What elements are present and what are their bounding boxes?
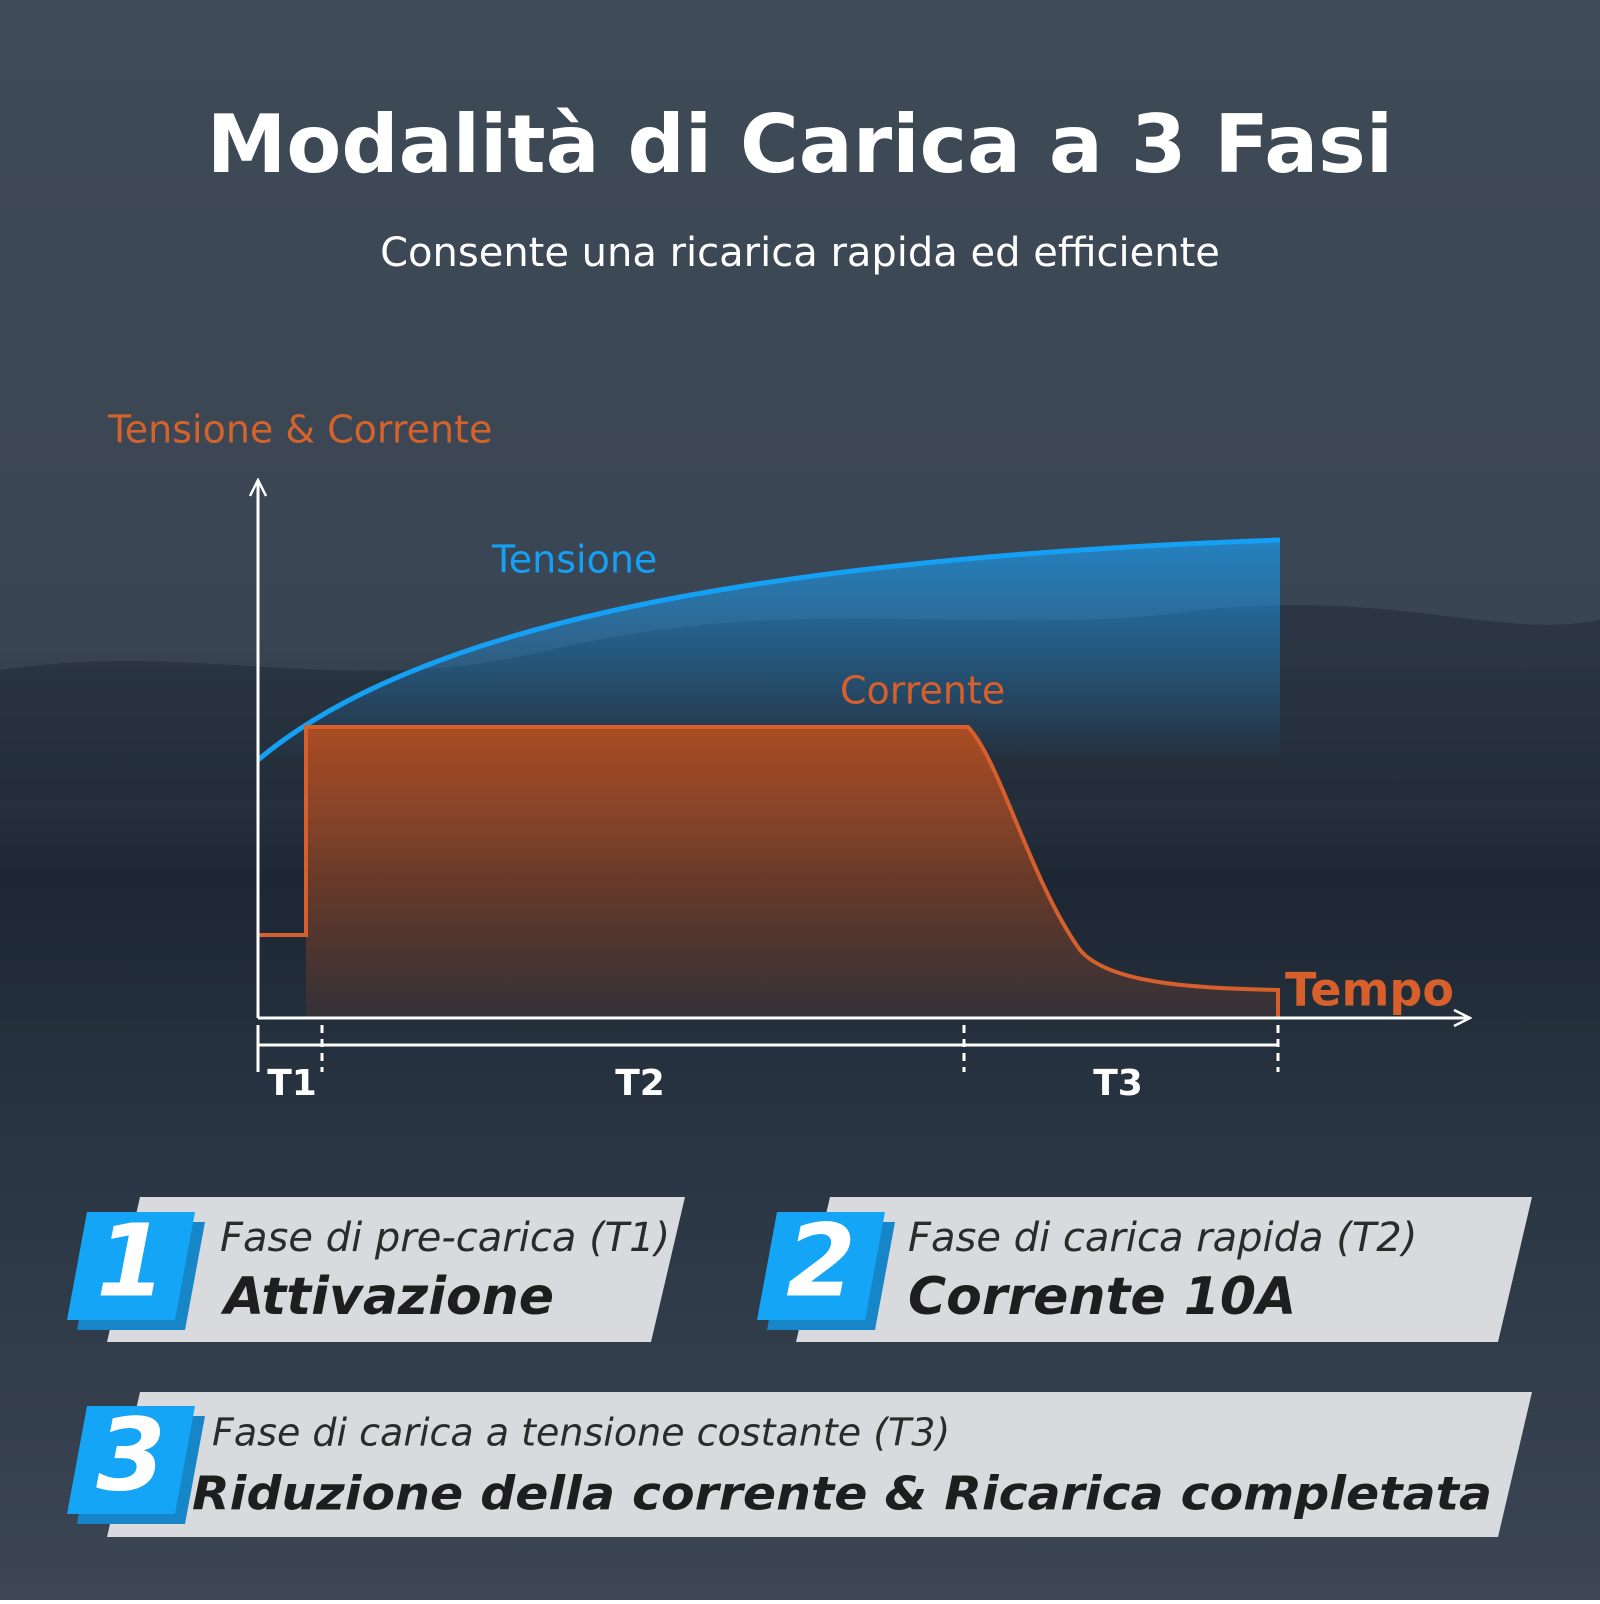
phase-label: T1 — [267, 1063, 317, 1104]
card-headline: Riduzione della corrente & Ricarica comp… — [192, 1467, 1492, 1521]
current-curve — [258, 725, 1280, 1018]
subtitle: Consente una ricarica rapida ed efficien… — [380, 230, 1220, 276]
card-number: 2 — [786, 1202, 856, 1319]
voltage-label: Tensione — [491, 538, 657, 582]
phase-scale — [256, 1025, 1280, 1072]
phase-label: T3 — [1093, 1063, 1143, 1104]
y-axis-label: Tensione & Corrente — [107, 408, 492, 452]
phase-label: T2 — [615, 1063, 665, 1104]
voltage-area — [258, 540, 1280, 760]
card — [107, 1392, 1532, 1537]
x-axis-label: Tempo — [1285, 963, 1454, 1017]
card-phase: Fase di carica rapida (T2) — [908, 1215, 1417, 1261]
title: Modalità di Carica a 3 Fasi — [207, 98, 1393, 191]
card — [107, 1197, 685, 1342]
current-area — [306, 727, 1278, 1018]
voltage-curve — [256, 537, 1281, 762]
card-phase: Fase di pre-carica (T1) — [220, 1215, 670, 1261]
card-headline: Attivazione — [220, 1267, 554, 1327]
number-box — [67, 1406, 195, 1514]
card-number: 3 — [96, 1396, 166, 1513]
number-box — [67, 1212, 195, 1320]
card-number: 1 — [96, 1202, 166, 1319]
card-phase: Fase di carica a tensione costante (T3) — [212, 1411, 950, 1455]
number-box — [757, 1212, 885, 1320]
card-headline: Corrente 10A — [908, 1267, 1296, 1327]
current-label: Corrente — [840, 669, 1005, 713]
card — [796, 1197, 1532, 1342]
